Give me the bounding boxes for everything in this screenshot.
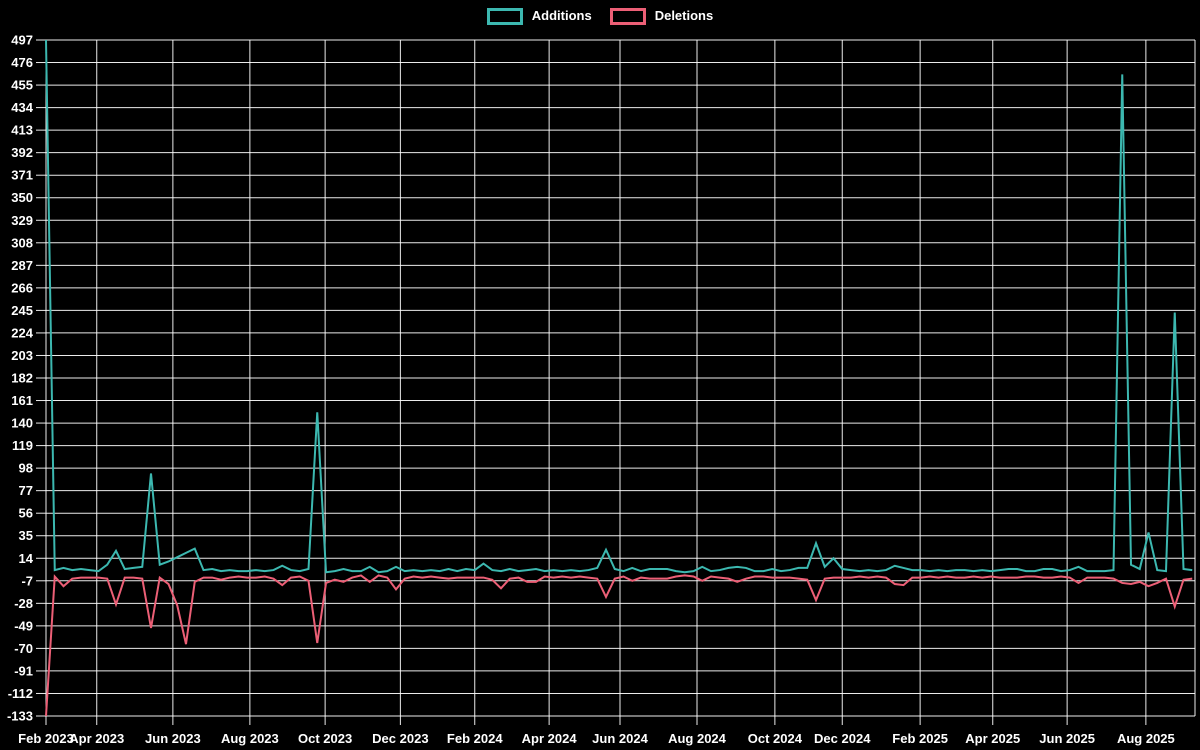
- y-tick-label: 455: [11, 78, 33, 93]
- x-tick-label: Apr 2024: [522, 731, 578, 746]
- y-tick-label: 245: [11, 303, 33, 318]
- y-tick-label: 98: [19, 461, 33, 476]
- y-tick-label: -133: [7, 709, 33, 724]
- y-tick-label: 392: [11, 145, 33, 160]
- y-tick-label: 140: [11, 416, 33, 431]
- chart-legend: Additions Deletions: [0, 6, 1200, 26]
- deletions-line: [45, 574, 1193, 717]
- y-tick-label: 56: [19, 506, 33, 521]
- x-tick-label: Dec 2024: [814, 731, 871, 746]
- y-tick-label: 476: [11, 55, 33, 70]
- x-tick-label: Apr 2025: [965, 731, 1020, 746]
- y-tick-label: -70: [14, 641, 33, 656]
- y-tick-label: 266: [11, 280, 33, 295]
- y-tick-label: -7: [21, 573, 33, 588]
- y-tick-label: 119: [12, 438, 33, 453]
- y-tick-label: -49: [14, 618, 33, 633]
- y-tick-label: 371: [11, 168, 33, 183]
- x-tick-label: Jun 2023: [145, 731, 201, 746]
- deletions-legend-label: Deletions: [654, 8, 714, 23]
- additions-legend-label: Additions: [531, 8, 592, 23]
- y-tick-label: -91: [14, 663, 33, 678]
- x-tick-label: Jun 2024: [592, 731, 648, 746]
- y-tick-label: 329: [11, 213, 33, 228]
- additions-line: [45, 39, 1193, 574]
- x-tick-label: Feb 2024: [447, 731, 503, 746]
- y-tick-label: 350: [11, 190, 33, 205]
- x-tick-label: Apr 2023: [69, 731, 124, 746]
- x-tick-label: Feb 2023: [18, 731, 74, 746]
- y-tick-label: 308: [11, 235, 33, 250]
- y-tick-label: 434: [11, 100, 33, 115]
- y-tick-label: 161: [11, 393, 33, 408]
- x-tick-label: Jun 2025: [1039, 731, 1095, 746]
- y-tick-label: -112: [8, 686, 33, 701]
- x-tick-label: Aug 2025: [1117, 731, 1175, 746]
- legend-item-deletions[interactable]: Deletions: [609, 6, 714, 26]
- y-tick-label: 203: [11, 348, 33, 363]
- x-tick-label: Oct 2023: [298, 731, 352, 746]
- additions-legend-swatch: [486, 7, 523, 25]
- x-tick-label: Oct 2024: [748, 731, 803, 746]
- y-tick-label: 413: [11, 123, 33, 138]
- deletions-legend-swatch: [609, 7, 646, 25]
- x-tick-label: Aug 2024: [668, 731, 727, 746]
- y-tick-label: 14: [19, 551, 34, 566]
- legend-item-additions[interactable]: Additions: [486, 6, 592, 26]
- y-tick-label: 77: [19, 483, 33, 498]
- y-tick-label: 497: [11, 33, 33, 48]
- x-tick-label: Aug 2023: [221, 731, 279, 746]
- x-tick-label: Feb 2025: [892, 731, 948, 746]
- y-tick-label: 35: [19, 528, 33, 543]
- y-tick-label: 182: [11, 371, 33, 386]
- x-tick-label: Dec 2023: [372, 731, 428, 746]
- y-tick-label: 224: [11, 325, 33, 340]
- y-tick-label: -28: [14, 596, 33, 611]
- y-tick-label: 287: [11, 258, 33, 273]
